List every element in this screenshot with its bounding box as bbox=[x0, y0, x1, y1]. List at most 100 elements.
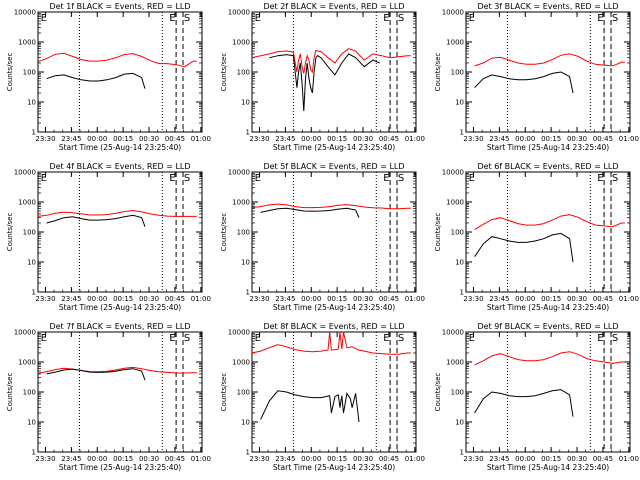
y-tick-label: 100 bbox=[237, 389, 250, 397]
y-tick-label: 10000 bbox=[228, 169, 250, 177]
event-marker-label: E bbox=[41, 173, 47, 184]
plot-frame bbox=[37, 11, 203, 133]
event-marker-label: S bbox=[398, 13, 404, 24]
y-tick-label: 1 bbox=[460, 129, 464, 137]
event-marker-label: E bbox=[469, 13, 475, 24]
event-marker-label: E bbox=[469, 333, 475, 344]
x-axis-label: Start Time (25-Aug-14 23:25:40) bbox=[273, 143, 395, 152]
x-tick-label: 00:45 bbox=[165, 295, 185, 303]
lld-series-line bbox=[251, 203, 411, 210]
lld-series-line bbox=[37, 52, 197, 68]
x-tick-label: 00:00 bbox=[87, 455, 107, 463]
x-tick-label: 00:45 bbox=[379, 135, 399, 143]
x-tick-label: 00:00 bbox=[515, 295, 535, 303]
event-marker-label: E bbox=[169, 173, 175, 184]
event-marker-label: E bbox=[41, 333, 47, 344]
event-marker-label: E bbox=[255, 13, 261, 24]
event-marker-label: E bbox=[383, 333, 389, 344]
event-marker-label: E bbox=[597, 333, 603, 344]
event-marker-label: S bbox=[184, 333, 190, 344]
events-series-line bbox=[474, 389, 574, 417]
chart-title: Det 8f BLACK = Events, RED = LLD bbox=[263, 322, 404, 331]
lld-series-line bbox=[474, 214, 625, 231]
chart-title: Det 6f BLACK = Events, RED = LLD bbox=[477, 162, 618, 171]
x-tick-label: 00:45 bbox=[165, 135, 185, 143]
x-tick-label: 01:00 bbox=[191, 135, 211, 143]
y-tick-label: 1000 bbox=[18, 359, 36, 367]
lld-series-line bbox=[251, 331, 411, 355]
x-axis-label: Start Time (25-Aug-14 23:25:40) bbox=[273, 303, 395, 312]
events-series-line bbox=[46, 72, 146, 89]
x-tick-label: 01:00 bbox=[619, 455, 639, 463]
x-tick-label: 00:15 bbox=[327, 135, 347, 143]
y-tick-label: 10000 bbox=[228, 9, 250, 17]
chart-title: Det 1f BLACK = Events, RED = LLD bbox=[49, 2, 190, 11]
chart-det-7: Det 7f BLACK = Events, RED = LLD 1 10 100 10… bbox=[6, 322, 211, 472]
chart-det-8: Det 8f BLACK = Events, RED = LLD 1 10 100 10… bbox=[220, 322, 425, 472]
x-tick-label: 00:15 bbox=[541, 455, 561, 463]
y-tick-label: 100 bbox=[451, 389, 464, 397]
chart-title: Det 5f BLACK = Events, RED = LLD bbox=[263, 162, 404, 171]
x-tick-label: 01:00 bbox=[405, 455, 425, 463]
x-tick-label: 01:00 bbox=[405, 295, 425, 303]
x-tick-label: 23:30 bbox=[463, 295, 483, 303]
y-tick-label: 1000 bbox=[446, 359, 464, 367]
event-marker-label: S bbox=[398, 173, 404, 184]
x-tick-label: 00:00 bbox=[515, 135, 535, 143]
y-tick-label: 10 bbox=[27, 259, 36, 267]
x-tick-label: 00:15 bbox=[327, 295, 347, 303]
y-axis-label: Counts/sec bbox=[6, 213, 14, 252]
event-marker-label: E bbox=[169, 13, 175, 24]
x-tick-label: 23:45 bbox=[61, 295, 81, 303]
plot-frame bbox=[251, 11, 417, 133]
y-tick-label: 10000 bbox=[14, 169, 36, 177]
y-tick-label: 100 bbox=[237, 69, 250, 77]
x-tick-label: 00:45 bbox=[593, 295, 613, 303]
y-tick-label: 1000 bbox=[18, 199, 36, 207]
x-tick-label: 01:00 bbox=[619, 135, 639, 143]
events-series-line bbox=[269, 53, 380, 112]
chart-title: Det 7f BLACK = Events, RED = LLD bbox=[49, 322, 190, 331]
event-marker-label: S bbox=[184, 173, 190, 184]
x-axis-label: Start Time (25-Aug-14 23:25:40) bbox=[487, 303, 609, 312]
chart-title: Det 9f BLACK = Events, RED = LLD bbox=[477, 322, 618, 331]
y-tick-label: 10 bbox=[241, 419, 250, 427]
event-marker-label: E bbox=[169, 333, 175, 344]
x-tick-label: 00:15 bbox=[541, 135, 561, 143]
x-tick-label: 00:30 bbox=[353, 455, 373, 463]
chart-title: Det 2f BLACK = Events, RED = LLD bbox=[263, 2, 404, 11]
y-tick-label: 100 bbox=[23, 229, 36, 237]
x-tick-label: 00:30 bbox=[353, 135, 373, 143]
x-tick-label: 00:30 bbox=[139, 135, 159, 143]
y-tick-label: 10000 bbox=[14, 9, 36, 17]
x-axis-label: Start Time (25-Aug-14 23:25:40) bbox=[59, 143, 181, 152]
x-tick-label: 00:00 bbox=[87, 135, 107, 143]
lld-series-line bbox=[37, 366, 197, 374]
event-marker-label: E bbox=[383, 173, 389, 184]
chart-det-4: Det 4f BLACK = Events, RED = LLD 1 10 100 10… bbox=[6, 162, 211, 312]
y-axis-label: Counts/sec bbox=[434, 53, 442, 92]
x-axis-label: Start Time (25-Aug-14 23:25:40) bbox=[59, 463, 181, 472]
x-tick-label: 23:45 bbox=[489, 135, 509, 143]
y-tick-label: 10 bbox=[241, 99, 250, 107]
y-tick-label: 10 bbox=[455, 419, 464, 427]
y-tick-label: 10000 bbox=[442, 9, 464, 17]
lld-series-line bbox=[251, 48, 411, 74]
y-tick-label: 1 bbox=[246, 289, 250, 297]
x-tick-label: 23:45 bbox=[489, 455, 509, 463]
x-tick-label: 00:15 bbox=[113, 135, 133, 143]
lld-series-line bbox=[474, 351, 625, 366]
x-tick-label: 00:45 bbox=[379, 295, 399, 303]
x-axis-label: Start Time (25-Aug-14 23:25:40) bbox=[487, 463, 609, 472]
x-tick-label: 00:30 bbox=[353, 295, 373, 303]
event-marker-label: E bbox=[383, 13, 389, 24]
event-marker-label: E bbox=[255, 173, 261, 184]
x-tick-label: 01:00 bbox=[405, 135, 425, 143]
lld-series-line bbox=[474, 53, 625, 67]
x-tick-label: 23:45 bbox=[489, 295, 509, 303]
x-tick-label: 23:45 bbox=[275, 135, 295, 143]
x-tick-label: 23:30 bbox=[35, 295, 55, 303]
events-series-line bbox=[260, 207, 360, 218]
chart-title: Det 3f BLACK = Events, RED = LLD bbox=[477, 2, 618, 11]
